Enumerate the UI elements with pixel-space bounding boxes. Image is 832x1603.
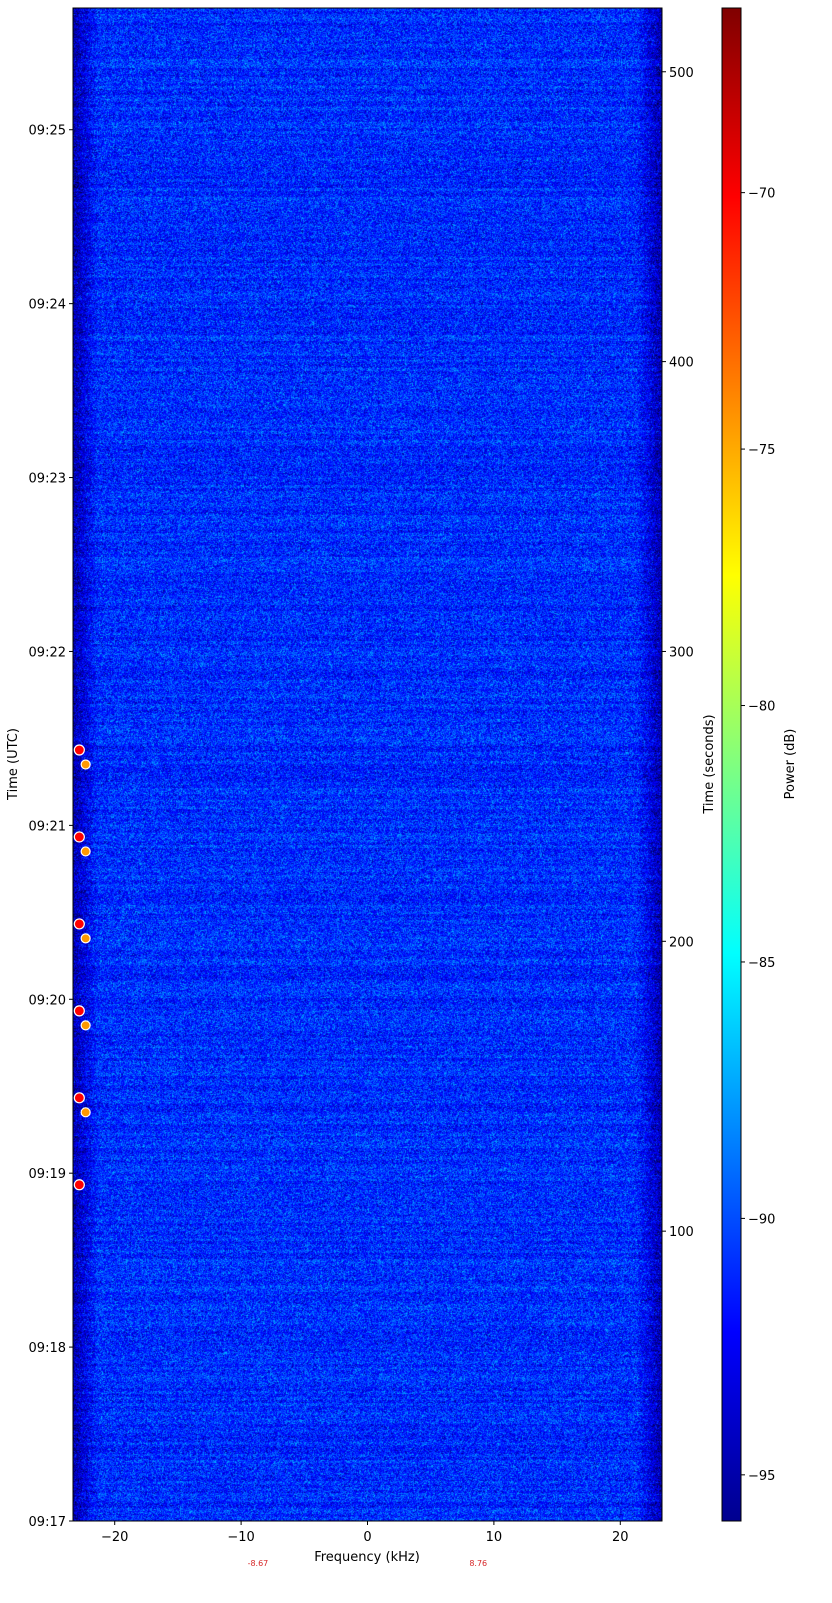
- spectrogram-chart: −20 −10 0 10 20 09:1709:1809:1909:2009:2109:…: [0, 0, 832, 1603]
- y-axis-left-label: Time (UTC): [6, 728, 21, 801]
- x-axis-label: Frequency (kHz): [314, 1550, 420, 1565]
- y-left-tick-label: 09:19: [29, 1167, 66, 1182]
- colorbar-axis: −95 −90 −85 −80 −75 −70: [741, 187, 775, 1484]
- colorbar-label: Power (dB): [783, 729, 798, 800]
- y-left-tick-label: 09:25: [29, 124, 66, 139]
- colorbar-tick-label: −85: [748, 956, 775, 971]
- detection-marker: [81, 847, 90, 856]
- x-tick-label: −10: [227, 1530, 254, 1545]
- y-right-tick-label: 100: [669, 1225, 694, 1240]
- detection-marker: [74, 1093, 84, 1103]
- plot-frame: [73, 8, 662, 1521]
- y-left-tick-label: 09:20: [29, 993, 66, 1008]
- y-axis-right-label: Time (seconds): [702, 714, 717, 814]
- y-right-tick-label: 200: [669, 935, 694, 950]
- frequency-annotation: -8.67: [248, 1559, 269, 1568]
- detection-marker: [74, 832, 84, 842]
- x-tick-label: 10: [486, 1530, 503, 1545]
- y-left-tick-label: 09:22: [29, 645, 66, 660]
- detection-markers: [74, 745, 90, 1190]
- x-axis: −20 −10 0 10 20: [101, 1521, 629, 1545]
- x-tick-label: −20: [101, 1530, 128, 1545]
- signal-traces: [298, 663, 441, 1446]
- detection-marker: [74, 745, 84, 755]
- y-right-tick-label: 500: [669, 66, 694, 81]
- y-left-tick-label: 09:23: [29, 472, 66, 487]
- detection-marker: [74, 1180, 84, 1190]
- x-tick-label: 0: [363, 1530, 371, 1545]
- y-left-tick-label: 09:18: [29, 1341, 66, 1356]
- detection-marker: [81, 934, 90, 943]
- y-axis-left: 09:17 09:18 09:19 09:20 09:21 09:22 09:23 09:24…: [29, 124, 73, 1530]
- colorbar-tick-label: −80: [748, 700, 775, 715]
- y-axis-right: 100 200 300 400 500: [662, 66, 694, 1240]
- y-left-tick-label: 09:17: [29, 1515, 66, 1530]
- colorbar-tick-label: −95: [748, 1469, 775, 1484]
- colorbar: [722, 8, 741, 1521]
- detection-marker: [74, 1006, 84, 1016]
- colorbar-tick-label: −75: [748, 443, 775, 458]
- y-left-tick-label: 09:21: [29, 819, 66, 834]
- detection-marker: [81, 760, 90, 769]
- detection-marker: [81, 1021, 90, 1030]
- y-right-tick-label: 300: [669, 645, 694, 660]
- y-right-tick-label: 400: [669, 356, 694, 371]
- detection-marker: [81, 1108, 90, 1117]
- detection-marker: [74, 919, 84, 929]
- colorbar-tick-label: −70: [748, 187, 775, 202]
- y-left-tick-label: 09:24: [29, 298, 66, 313]
- frequency-annotation: 8.76: [469, 1559, 487, 1568]
- colorbar-tick-label: −90: [748, 1212, 775, 1227]
- x-tick-label: 20: [612, 1530, 629, 1545]
